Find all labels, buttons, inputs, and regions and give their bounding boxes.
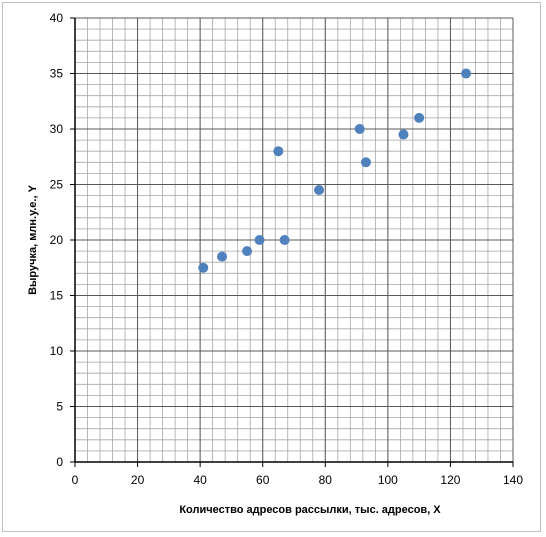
chart-area (2, 2, 541, 532)
x-axis-title: Количество адресов рассылки, тыс. адресо… (179, 504, 441, 516)
data-point (273, 146, 284, 157)
y-tick-marks (70, 17, 75, 463)
x-tick-label: 80 (319, 473, 333, 487)
y-tick-label: 40 (50, 11, 64, 25)
data-point (354, 124, 365, 134)
x-tick-labels: 0 20 40 60 80 100 120 140 (72, 473, 524, 487)
data-point (414, 112, 425, 123)
y-tick-label: 35 (50, 67, 64, 81)
y-tick-label: 30 (50, 122, 64, 136)
y-tick-label: 20 (50, 233, 64, 247)
x-tick-label: 100 (378, 473, 398, 487)
x-tick-label: 140 (503, 473, 523, 487)
x-tick-marks (74, 462, 514, 467)
x-tick-label: 60 (256, 473, 270, 487)
x-tick-label: 0 (72, 473, 79, 487)
x-tick-label: 120 (440, 473, 460, 487)
major-gridlines (74, 17, 514, 463)
data-point (461, 68, 472, 79)
y-tick-label: 15 (50, 289, 64, 303)
data-point (242, 246, 253, 257)
x-tick-label: 20 (131, 473, 145, 487)
data-point (314, 185, 325, 196)
data-point (254, 235, 265, 245)
y-tick-label: 0 (56, 455, 63, 469)
data-point (398, 129, 409, 140)
data-points (198, 68, 472, 273)
y-tick-label: 5 (56, 400, 63, 414)
y-axis-title: Выручка, млн.у.е., Y (27, 184, 39, 294)
data-point (360, 157, 371, 168)
y-tick-label: 25 (50, 178, 64, 192)
data-point (198, 262, 209, 273)
x-tick-label: 40 (193, 473, 207, 487)
y-tick-labels: 0 5 10 15 20 25 30 35 40 (50, 11, 64, 469)
data-point (217, 251, 228, 262)
data-point (279, 235, 290, 245)
y-tick-label: 10 (50, 344, 64, 358)
